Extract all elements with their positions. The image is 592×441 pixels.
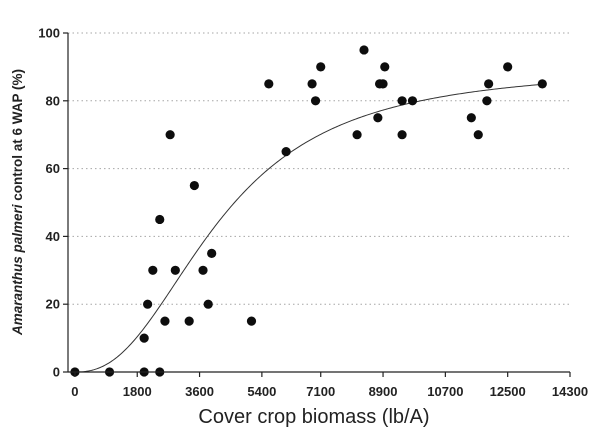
x-tick-label-8900: 8900 [369,384,398,399]
data-point [160,316,170,326]
data-point [359,45,369,55]
data-point [307,79,317,89]
y-tick-label-60: 60 [46,161,60,176]
x-axis-title: Cover crop biomass (lb/A) [198,406,429,428]
data-point [397,96,407,106]
x-tick-label-1800: 1800 [123,384,152,399]
data-point [378,79,388,89]
x-tick-label-0: 0 [71,384,78,399]
y-axis-title: Amaranthus palmeri control at 6 WAP (%) [10,69,25,336]
y-tick-label-20: 20 [46,297,60,312]
data-point [352,130,362,140]
data-point [373,113,383,123]
data-point [537,79,547,89]
data-point [143,299,153,309]
x-tick-label-10700: 10700 [427,384,463,399]
data-point [246,316,257,326]
fitted-curve [74,83,543,373]
data-point [484,79,494,89]
y-axis-title-species: Amaranthus palmeri [10,204,25,336]
x-tick-label-12500: 12500 [490,384,526,399]
data-point [189,180,199,191]
y-tick-label-100: 100 [38,26,60,41]
data-point [466,113,476,123]
data-point [165,130,175,140]
data-point [397,130,407,140]
x-tick-label-14300: 14300 [552,384,588,399]
data-point [281,147,291,157]
data-point [170,265,180,275]
data-point [184,316,194,326]
data-point [139,333,149,343]
y-tick-label-0: 0 [53,365,60,380]
data-point [407,96,418,106]
axes [63,32,571,377]
data-point [482,96,492,106]
data-point [503,62,513,72]
data-point [207,248,217,258]
data-point [155,214,165,225]
data-point [310,96,321,106]
x-tick-label-7100: 7100 [306,384,335,399]
data-point [473,130,483,140]
x-tick-label-5400: 5400 [247,384,276,399]
y-axis-title-suffix: control at 6 WAP (%) [10,69,25,205]
data-point [264,79,274,89]
data-point [203,299,213,309]
y-tick-label-80: 80 [46,93,60,108]
gridlines [68,32,570,305]
data-points [70,45,547,377]
data-point [198,265,208,275]
data-point [380,62,390,72]
fit-curve-layer [74,83,543,373]
data-point [316,62,326,72]
x-tick-label-3600: 3600 [185,384,214,399]
data-point [148,265,158,275]
tick-labels: 0 20 40 60 80 100 0 1800 3600 5400 7100 8900 10700 12… [38,26,588,400]
y-tick-label-40: 40 [46,229,60,244]
